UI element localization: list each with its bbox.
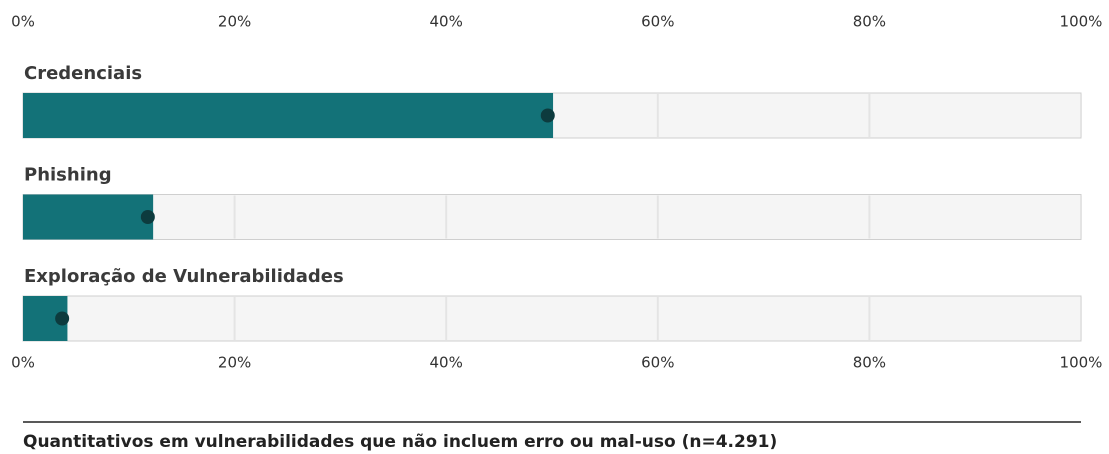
x-tick-label: 40%: [430, 13, 463, 31]
x-tick-label: 80%: [853, 354, 886, 372]
bar: [23, 93, 554, 138]
x-tick-label: 0%: [11, 13, 35, 31]
x-tick-label: 60%: [641, 13, 674, 31]
dot: [540, 108, 555, 123]
x-tick-label: 0%: [11, 354, 35, 372]
x-tick-label: 100%: [1060, 13, 1103, 31]
track: [22, 295, 1082, 342]
category-label: Exploração de Vulnerabilidades: [24, 266, 344, 287]
dot: [140, 210, 155, 224]
x-tick-label: 20%: [218, 354, 251, 372]
x-tick-label: 20%: [218, 13, 251, 31]
track: [22, 194, 1082, 240]
x-tick-label: 80%: [853, 13, 886, 31]
x-tick-label: 40%: [430, 354, 463, 372]
bar: [23, 194, 154, 240]
chart-note: Quantitativos em vulnerabilidades que nã…: [23, 432, 777, 452]
x-tick-label: 100%: [1060, 354, 1103, 372]
category-label: Credenciais: [24, 63, 142, 84]
dot: [55, 311, 70, 326]
category-label: Phishing: [24, 165, 112, 186]
x-tick-label: 60%: [641, 354, 674, 372]
